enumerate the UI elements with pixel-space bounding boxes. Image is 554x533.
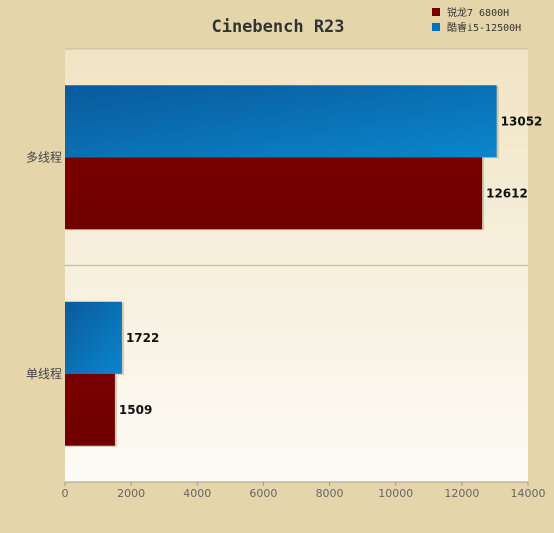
legend: 锐龙7 6800H 酷睿i5-12500H: [432, 6, 521, 34]
x-tick-label: 14000: [511, 487, 546, 500]
legend-swatch: [432, 8, 440, 16]
category-label: 多线程: [26, 149, 62, 164]
x-tick-label: 2000: [117, 487, 145, 500]
bar: [65, 85, 497, 158]
x-tick-label: 4000: [183, 487, 211, 500]
data-label: 12612: [486, 186, 528, 200]
data-label: 1722: [126, 331, 159, 345]
legend-swatch: [432, 23, 440, 31]
data-label: 1509: [119, 403, 152, 417]
x-tick-label: 8000: [316, 487, 344, 500]
legend-label: 酷睿i5-12500H: [447, 21, 521, 34]
bars-layer: 13052 12612 1722 1509: [65, 85, 542, 447]
x-tick-label: 0: [62, 487, 69, 500]
x-tick-label: 6000: [249, 487, 277, 500]
bar: [65, 157, 483, 230]
data-label: 13052: [501, 114, 543, 128]
legend-label: 锐龙7 6800H: [447, 6, 509, 19]
chart-title: Cinebench R23: [211, 17, 344, 37]
bar: [65, 301, 122, 374]
x-tick-label: 10000: [378, 487, 413, 500]
x-tick-label: 12000: [444, 487, 479, 500]
category-label: 单线程: [26, 366, 62, 381]
bar: [65, 373, 115, 446]
